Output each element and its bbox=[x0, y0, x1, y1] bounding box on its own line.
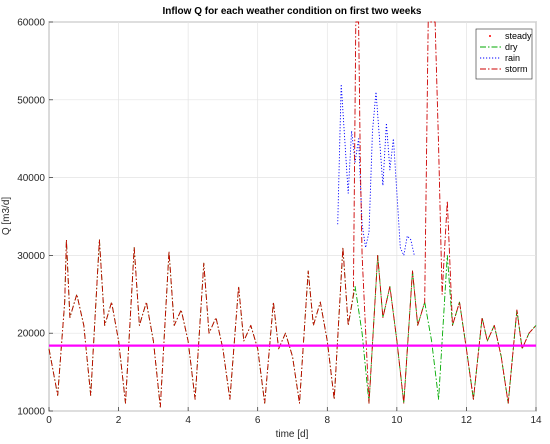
y-tick-label: 60000 bbox=[17, 18, 45, 29]
y-tick-label: 50000 bbox=[17, 95, 45, 106]
legend-sample-steady bbox=[489, 35, 491, 37]
plot-area bbox=[48, 21, 537, 412]
legend-label-storm: storm bbox=[505, 64, 528, 74]
x-tick-label: 8 bbox=[325, 415, 331, 426]
y-tick-label: 30000 bbox=[17, 251, 45, 262]
legend: steady dry rain storm bbox=[475, 28, 533, 80]
legend-samples bbox=[480, 35, 501, 70]
series-layer bbox=[48, 21, 537, 408]
x-tick-label: 2 bbox=[116, 415, 122, 426]
x-tick-label: 6 bbox=[255, 415, 261, 426]
x-tick-label: 14 bbox=[530, 415, 542, 426]
ticks: 0 2 4 6 8 10 12 14 10000 20000 30000 40000 50000 6000… bbox=[17, 18, 542, 427]
series-line-storm bbox=[48, 21, 537, 408]
y-tick-label: 20000 bbox=[17, 329, 45, 340]
x-tick-label: 12 bbox=[461, 415, 473, 426]
x-tick-label: 4 bbox=[185, 415, 191, 426]
y-tick-label: 40000 bbox=[17, 173, 45, 184]
y-axis-label: Q [m3/d] bbox=[1, 197, 12, 236]
x-tick-label: 10 bbox=[391, 415, 403, 426]
x-axis-label: time [d] bbox=[276, 429, 309, 440]
chart-title: Inflow Q for each weather condition on f… bbox=[163, 6, 422, 17]
grid bbox=[48, 21, 537, 412]
y-tick-label: 10000 bbox=[17, 407, 45, 418]
legend-label-rain: rain bbox=[505, 53, 520, 63]
legend-label-dry: dry bbox=[505, 42, 518, 52]
x-tick-label: 0 bbox=[46, 415, 52, 426]
legend-label-steady: steady bbox=[505, 31, 532, 41]
series-line-rain bbox=[337, 83, 415, 256]
legend-box bbox=[475, 28, 533, 80]
